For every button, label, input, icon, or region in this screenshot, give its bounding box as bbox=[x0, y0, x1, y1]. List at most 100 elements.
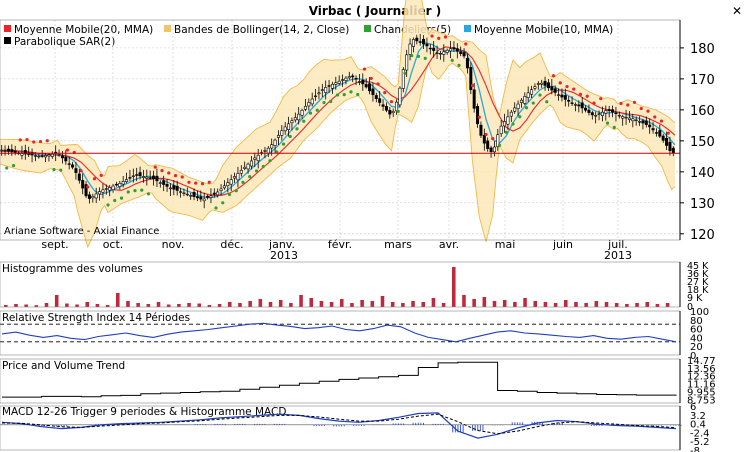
sar-dot bbox=[578, 92, 583, 96]
sar-dot bbox=[599, 97, 603, 101]
candle-body bbox=[665, 138, 669, 146]
sar-dot bbox=[389, 100, 394, 104]
sar-dot bbox=[200, 182, 205, 186]
panel-title: MACD 12-26 Trigger 9 periodes & Histogra… bbox=[2, 406, 286, 418]
sar-dot bbox=[38, 139, 43, 144]
candle-body bbox=[189, 195, 193, 197]
macd-panel: MACD 12-26 Trigger 9 periodes & Histogra… bbox=[0, 402, 710, 452]
chandelier-dot bbox=[288, 134, 292, 139]
volume-bar bbox=[44, 303, 49, 307]
chandelier-dot bbox=[349, 90, 353, 94]
sar-dot bbox=[180, 175, 184, 179]
candle-body bbox=[452, 47, 456, 50]
chandelier-dot bbox=[234, 189, 238, 193]
candle-body bbox=[455, 48, 459, 52]
volume-bar bbox=[24, 304, 28, 307]
y-tick-label: 40 bbox=[690, 333, 703, 344]
y-tick-label: 13.56 bbox=[687, 364, 716, 375]
volume-bar bbox=[34, 305, 39, 307]
volume-bar bbox=[594, 301, 599, 307]
candle-body bbox=[246, 163, 250, 170]
candle-body bbox=[266, 147, 270, 154]
candle-body bbox=[233, 176, 237, 179]
close-icon[interactable]: ✕ bbox=[732, 4, 742, 18]
candle-body bbox=[560, 94, 564, 98]
candle-body bbox=[195, 196, 199, 199]
volume-bar bbox=[4, 305, 8, 307]
candle-body bbox=[118, 182, 122, 187]
y-tick-label: -2.4 bbox=[690, 428, 710, 439]
candle-body bbox=[644, 120, 648, 125]
candle-body bbox=[287, 123, 291, 130]
legend-swatch bbox=[364, 25, 371, 32]
sar-dot bbox=[464, 42, 468, 46]
volume-bar bbox=[635, 303, 639, 307]
chandelier-dot bbox=[396, 109, 400, 113]
volume-bar bbox=[340, 299, 344, 307]
candle-body bbox=[567, 99, 571, 102]
y-tick-label: 100 bbox=[690, 307, 709, 318]
y-tick-label: 9.955 bbox=[687, 387, 716, 398]
x-tick-label: janv. bbox=[268, 238, 295, 251]
candle-body bbox=[44, 155, 48, 158]
volume-bar bbox=[472, 299, 476, 307]
candle-body bbox=[192, 191, 196, 197]
candle-body bbox=[530, 89, 534, 95]
candle-body bbox=[428, 47, 432, 50]
y-tick-label: 60 bbox=[690, 325, 703, 336]
candle-body bbox=[84, 184, 88, 197]
volume-bar bbox=[268, 302, 273, 307]
sar-dot bbox=[585, 94, 589, 98]
sar-dot bbox=[32, 140, 36, 144]
sar-dot bbox=[653, 115, 657, 119]
sar-dot bbox=[167, 171, 171, 175]
candle-body bbox=[222, 185, 226, 189]
candle-body bbox=[347, 76, 351, 79]
candle-body bbox=[557, 94, 561, 96]
candle-body bbox=[3, 150, 7, 153]
sar-dot bbox=[45, 139, 49, 143]
candle-body bbox=[442, 51, 446, 55]
y-tick-label: 12.36 bbox=[687, 372, 716, 383]
candle-body bbox=[600, 111, 604, 116]
candle-body bbox=[364, 84, 368, 88]
candle-body bbox=[94, 193, 98, 199]
candle-body bbox=[0, 150, 4, 152]
sar-dot bbox=[173, 174, 178, 178]
candle-body bbox=[60, 155, 64, 159]
candle-body bbox=[324, 87, 328, 93]
candle-body bbox=[496, 134, 500, 148]
candle-body bbox=[438, 53, 442, 55]
candle-body bbox=[138, 172, 142, 177]
sar-dot bbox=[207, 180, 211, 184]
y-tick-label: 0 bbox=[687, 302, 693, 313]
volume-bar bbox=[543, 302, 548, 307]
candle-body bbox=[654, 132, 658, 134]
candle-body bbox=[384, 106, 388, 111]
volume-bar bbox=[482, 297, 487, 307]
candle-body bbox=[317, 92, 321, 95]
chandelier-dot bbox=[329, 99, 333, 104]
y-tick-label: 120 bbox=[690, 228, 715, 243]
candle-body bbox=[297, 113, 301, 121]
candle-body bbox=[563, 95, 567, 100]
chandelier-dot bbox=[261, 164, 265, 169]
candle-body bbox=[182, 192, 186, 195]
candle-body bbox=[23, 150, 27, 155]
candle-body bbox=[141, 176, 145, 178]
volume-bar bbox=[523, 298, 527, 307]
chandelier-dot bbox=[497, 143, 502, 147]
candle-body bbox=[422, 38, 426, 45]
volume-bar bbox=[65, 303, 69, 307]
y-tick-label: 6 bbox=[690, 402, 696, 413]
volume-bar bbox=[655, 304, 660, 307]
chandelier-dot bbox=[511, 122, 515, 126]
chandelier-dot bbox=[423, 56, 427, 61]
candle-body bbox=[209, 195, 213, 198]
y-tick-label: 11.16 bbox=[687, 380, 716, 391]
chandelier-dot bbox=[524, 106, 529, 110]
x-tick-label: févr. bbox=[328, 238, 352, 251]
chandelier-dot bbox=[450, 58, 454, 62]
legend-label: Moyenne Mobile(10, MMA) bbox=[474, 24, 613, 36]
volume-bar bbox=[604, 302, 609, 307]
